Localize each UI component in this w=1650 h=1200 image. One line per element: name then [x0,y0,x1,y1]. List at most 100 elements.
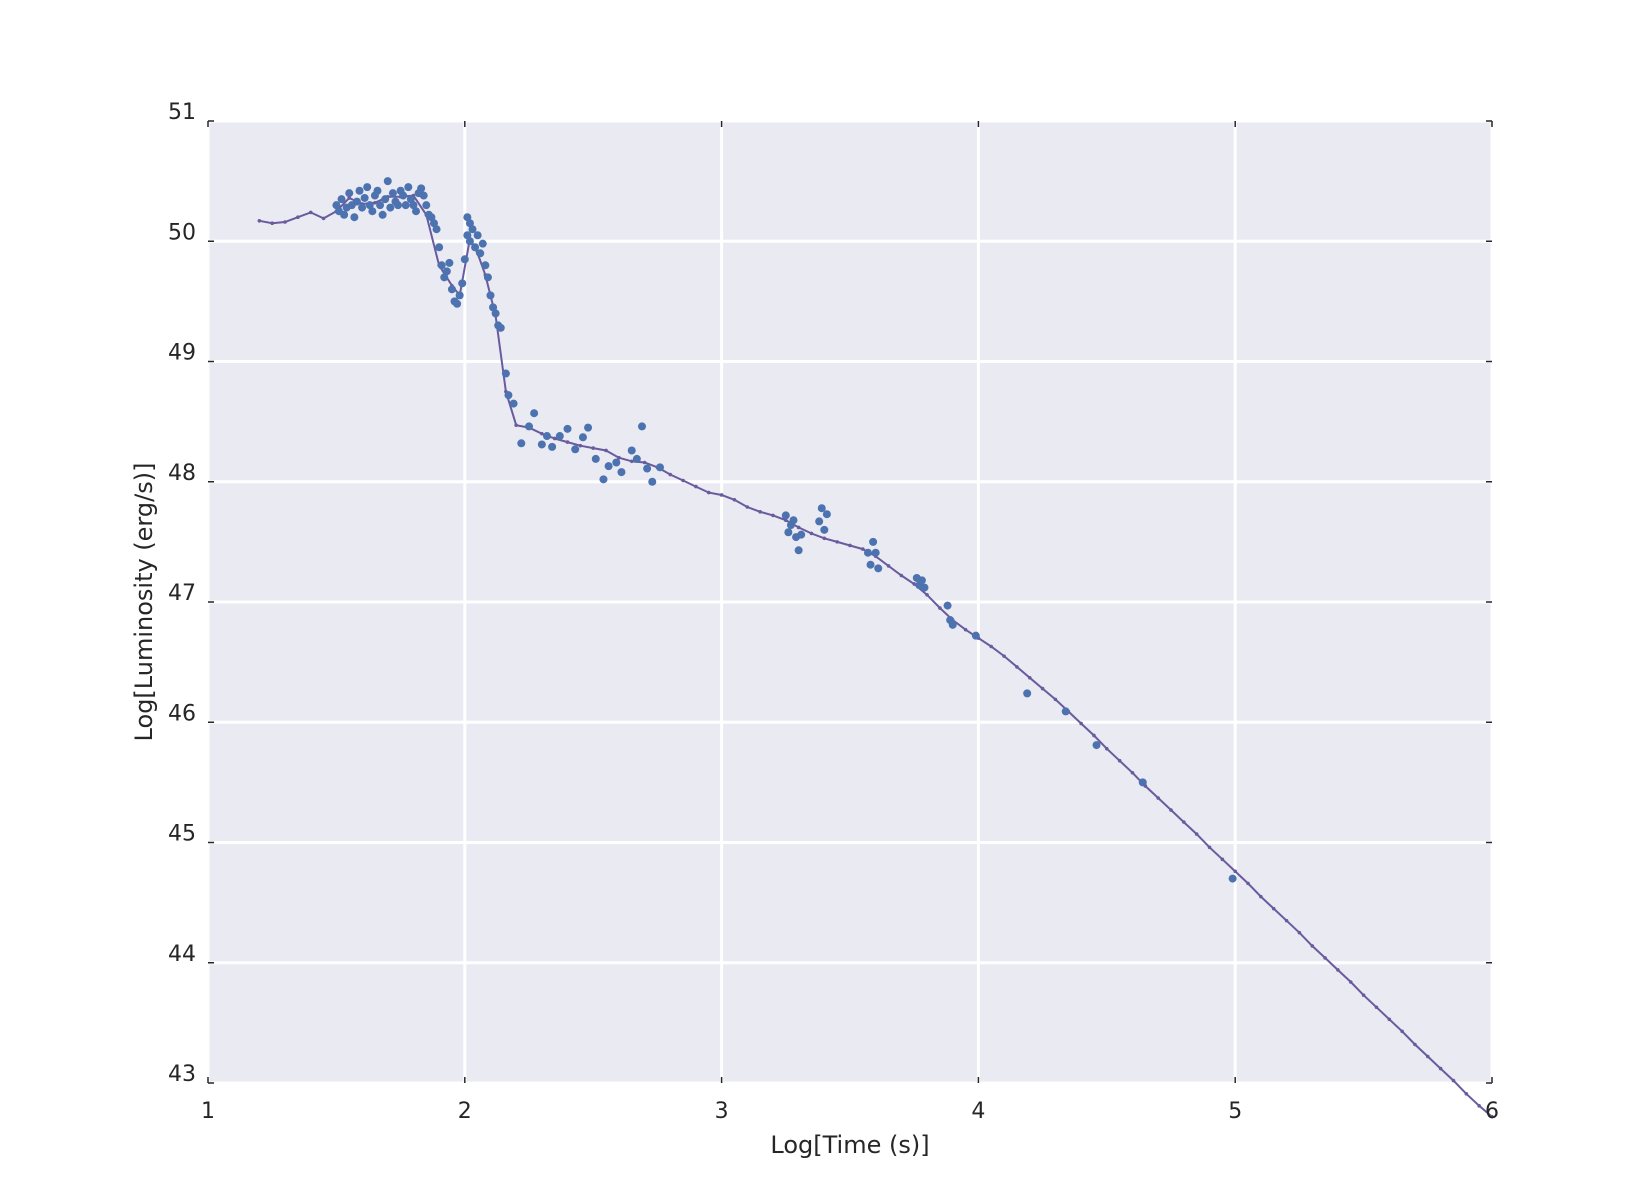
data-point [453,299,462,308]
observed-points [332,177,1237,883]
data-point [871,548,880,557]
data-point [1228,874,1237,883]
model-curve-point [604,448,608,453]
data-point [612,458,621,467]
model-curve-point [296,215,300,219]
data-point [822,510,831,519]
model-curve-point [270,221,275,226]
model-curve-point [1079,721,1083,726]
model-curve-point [1374,1005,1379,1010]
data-point [483,273,492,282]
model-curve-point [1002,654,1006,658]
model-curve-point [719,493,724,497]
x-tick-label: 3 [715,1099,729,1124]
model-curve-point [1169,808,1173,812]
y-tick-label: 51 [168,100,196,125]
model-curve-point [1117,758,1122,763]
data-point [360,193,369,202]
model-curve-point [848,543,852,548]
model-curve-point [681,478,685,483]
data-point [817,504,826,513]
model-curve-point [1105,746,1109,751]
data-point [465,219,474,228]
data-point [363,183,372,192]
data-point [491,309,500,318]
data-point [381,195,390,204]
data-point [476,249,485,258]
data-point [432,225,441,234]
model-curve-point [822,536,827,541]
model-curve-point [925,592,929,597]
data-point [473,231,482,240]
model-curve-point [1053,697,1058,702]
y-tick-label: 46 [168,701,196,726]
data-point [869,537,878,546]
model-curve-point [347,196,352,200]
data-point [874,564,883,573]
y-tick-label: 47 [168,581,196,606]
data-point [542,432,551,441]
model-curve-point [1361,993,1366,998]
model-curve-point [629,459,634,464]
data-point [355,186,364,195]
data-point [401,201,410,210]
model-curve-point [1348,980,1353,984]
data-point [599,475,608,484]
data-point [463,213,472,222]
data-point [417,184,426,193]
model-curve-point [565,440,570,444]
data-point [412,207,421,216]
data-point [376,201,385,210]
model-curve-point [1400,1029,1404,1034]
data-point [517,439,526,448]
y-tick-label: 48 [168,461,196,486]
data-point [447,285,456,294]
data-point [784,528,793,537]
data-point [486,291,495,300]
model-curve-point [899,573,904,578]
y-tick-label: 50 [168,220,196,245]
model-curve-point [373,200,377,205]
x-tick-label: 1 [201,1099,215,1124]
data-point [948,620,957,629]
data-point [435,243,444,252]
model-curve-point [835,540,839,544]
data-point [419,191,428,200]
model-curve-point [771,513,775,518]
data-point [427,213,436,222]
data-point [563,424,572,433]
y-tick-label: 45 [168,822,196,847]
data-point [373,186,382,195]
y-tick-label: 49 [168,341,196,366]
data-point [394,201,403,210]
data-point [627,446,636,455]
data-point [571,445,580,454]
data-point [345,189,354,198]
model-curve-point [732,497,737,502]
data-point [442,267,451,276]
model-curve-point [1130,770,1135,775]
data-point [794,546,803,555]
model-curve-point [1284,918,1289,923]
model-curve-point [989,644,994,649]
model-curve-point [1182,820,1186,824]
data-point [648,477,657,486]
data-point [917,576,926,585]
model-curve-point [1246,881,1250,886]
model-curve-point [758,510,762,514]
data-point [591,454,600,463]
model-curve-point [1271,906,1276,911]
model-curve-point [1464,1092,1469,1096]
x-tick-label: 6 [1485,1099,1499,1124]
model-curve-point [257,219,262,223]
model-curve-point [617,455,621,460]
data-point [481,261,490,270]
data-point [460,255,469,264]
y-axis-label: Log[Luminosity (erg/s)] [130,463,158,742]
data-point [509,399,518,408]
data-point [1023,689,1032,698]
data-point [337,195,346,204]
data-point [471,243,480,252]
data-point [943,601,952,610]
data-point [386,203,395,212]
